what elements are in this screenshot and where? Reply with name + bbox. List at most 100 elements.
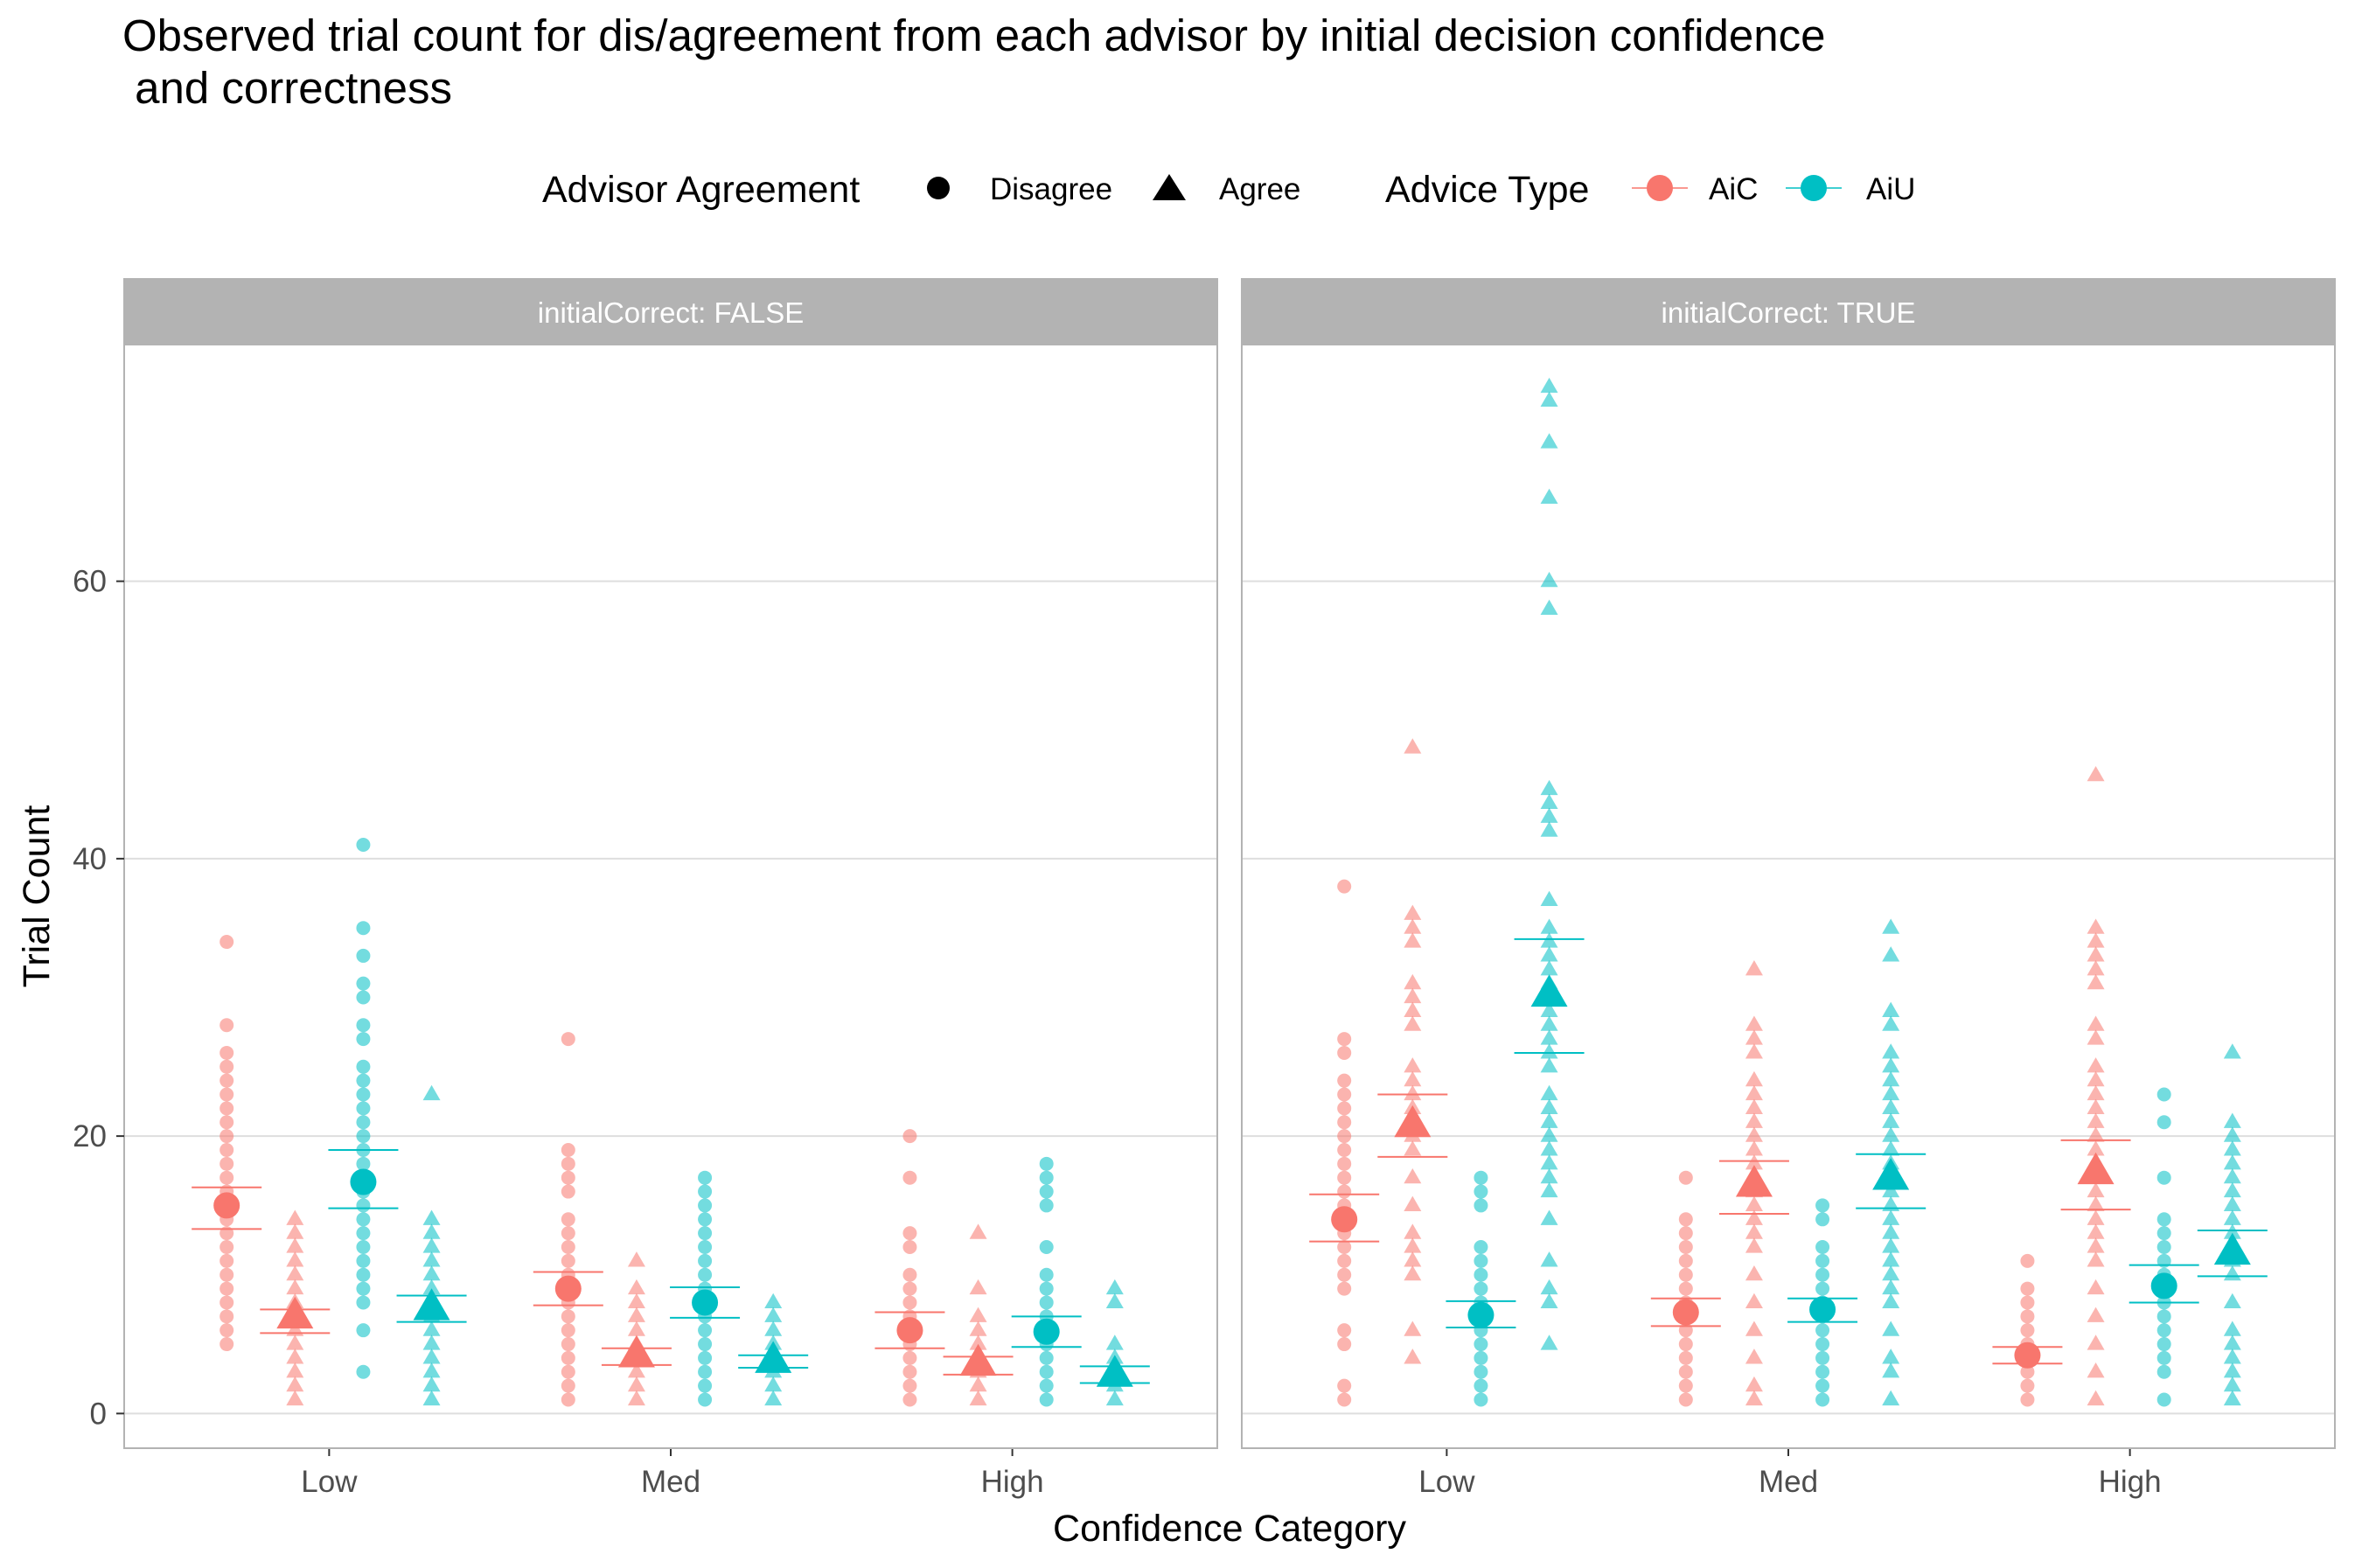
data-point	[219, 1073, 234, 1088]
data-point	[764, 1390, 783, 1406]
data-point	[422, 1279, 441, 1295]
data-point	[219, 935, 234, 950]
data-point	[2087, 1015, 2105, 1031]
data-point	[286, 1251, 304, 1267]
data-point	[1882, 1321, 1900, 1336]
data-point	[2087, 1195, 2105, 1212]
data-point	[356, 976, 371, 991]
facet-label-true: initialCorrect: TRUE	[1662, 296, 1916, 329]
data-point	[902, 1350, 917, 1365]
data-point	[1474, 1350, 1488, 1365]
data-point	[627, 1362, 645, 1378]
mean-marker	[617, 1335, 655, 1368]
data-point	[1404, 932, 1422, 948]
x-tick-label-low: Low	[301, 1465, 358, 1499]
data-point	[1815, 1212, 1830, 1227]
data-point	[1540, 821, 1558, 837]
data-point	[1540, 779, 1558, 796]
data-point	[1882, 1348, 1900, 1364]
data-point	[356, 1364, 371, 1379]
data-point	[1404, 1265, 1422, 1281]
x-tick-label-med: Med	[641, 1465, 700, 1499]
data-point	[561, 1337, 575, 1352]
data-point	[1404, 1237, 1422, 1253]
data-point	[1540, 946, 1558, 962]
data-point	[1404, 1084, 1422, 1101]
data-point	[286, 1223, 304, 1239]
data-point	[1474, 1170, 1488, 1185]
data-point	[1404, 1348, 1422, 1364]
data-point	[1337, 1156, 1352, 1171]
y-axis: 0 20 40 60	[73, 565, 124, 1431]
data-point	[1540, 1112, 1558, 1128]
data-point	[356, 1073, 371, 1088]
data-point	[422, 1265, 441, 1281]
mean-marker	[959, 1343, 997, 1376]
mean-marker	[2014, 1342, 2041, 1369]
data-point	[1337, 1184, 1352, 1199]
legend: Advisor Agreement Disagree Agree Advice …	[542, 169, 1915, 211]
data-point	[1745, 1265, 1763, 1281]
data-point	[286, 1376, 304, 1392]
data-point	[1540, 1140, 1558, 1156]
y-tick-label: 60	[73, 565, 107, 599]
mean-marker	[1809, 1296, 1836, 1323]
data-point	[2087, 1335, 2105, 1350]
data-point	[1540, 1057, 1558, 1073]
data-point	[2223, 1181, 2241, 1198]
x-tick-label-med: Med	[1759, 1465, 1818, 1499]
legend-label-aic: AiC	[1709, 172, 1758, 206]
data-point	[1745, 1348, 1763, 1364]
mean-marker	[1394, 1105, 1432, 1138]
data-point	[2087, 1112, 2105, 1128]
data-point	[1039, 1240, 1054, 1255]
data-point	[1337, 1378, 1352, 1393]
data-point	[1540, 1029, 1558, 1045]
marks-false	[192, 838, 1150, 1407]
data-point	[902, 1392, 917, 1407]
mean-marker	[1530, 974, 1568, 1007]
data-point	[2156, 1364, 2171, 1379]
data-point	[1745, 1084, 1763, 1101]
legend-circle-key	[927, 177, 950, 199]
data-point	[2020, 1364, 2035, 1379]
data-point	[1815, 1337, 1830, 1352]
data-point	[561, 1142, 575, 1157]
data-point	[2087, 1223, 2105, 1239]
data-point	[2223, 1362, 2241, 1378]
data-point	[1105, 1390, 1124, 1406]
data-point	[2223, 1223, 2241, 1239]
data-point	[1882, 1098, 1900, 1114]
data-point	[2223, 1140, 2241, 1156]
data-point	[286, 1390, 304, 1406]
data-point	[2223, 1321, 2241, 1336]
mean-marker	[896, 1317, 923, 1344]
data-point	[1540, 1015, 1558, 1031]
data-point	[1337, 1170, 1352, 1185]
data-point	[1678, 1337, 1693, 1352]
marks-true	[1309, 377, 2268, 1407]
data-point	[286, 1209, 304, 1225]
data-point	[2020, 1281, 2035, 1296]
data-point	[1039, 1156, 1054, 1171]
data-point	[1337, 1073, 1352, 1088]
grid-false	[124, 580, 1217, 1415]
data-point	[1815, 1240, 1830, 1255]
data-point	[698, 1212, 713, 1227]
data-point	[902, 1226, 917, 1241]
mean-marker	[2213, 1232, 2251, 1265]
data-point	[2223, 1293, 2241, 1309]
data-point	[219, 1129, 234, 1144]
data-point	[2087, 1279, 2105, 1295]
data-point	[1337, 1323, 1352, 1338]
data-point	[902, 1170, 917, 1185]
data-point	[1745, 1321, 1763, 1336]
data-point	[1337, 1045, 1352, 1060]
data-point	[1540, 932, 1558, 948]
data-point	[1105, 1293, 1124, 1309]
data-point	[1404, 1167, 1422, 1184]
data-point	[969, 1390, 987, 1406]
data-point	[1337, 1087, 1352, 1102]
legend-circle-aic	[1647, 175, 1673, 201]
